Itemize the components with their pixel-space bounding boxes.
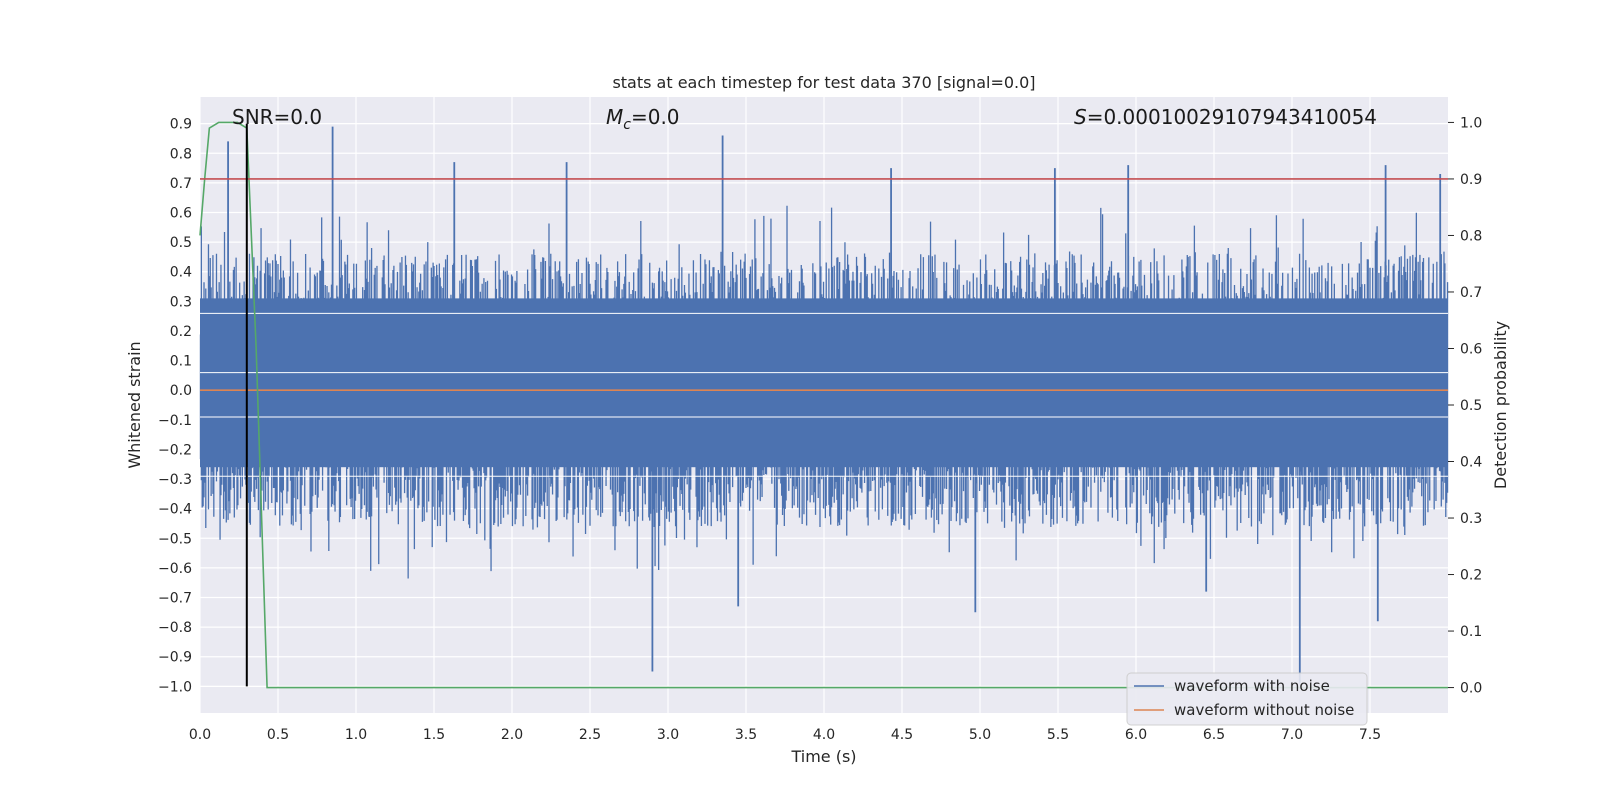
x-tick-label-7: 3.5 [735,727,757,743]
y2-tick-label-0: 1.0 [1460,115,1482,131]
y-tick-label-4: 0.5 [170,235,192,251]
series-lines [199,121,1448,689]
y-tick-label-0: 0.9 [170,117,192,133]
y-tick-label-7: 0.2 [170,324,192,340]
y-tick-label-14: −0.5 [158,531,192,547]
x-tick-label-2: 1.0 [345,727,367,743]
annotation-s-statistic: S=0.00010029107943410054 [1074,105,1377,129]
x-tick-label-1: 0.5 [267,727,289,743]
ticks: 0.0 0.5 1.0 1.5 2.0 2.5 3.0 3.5 4.0 4.5 5.0 5.5 6.0 6… [158,115,1482,743]
legend: waveform with noise waveform without noi… [1126,672,1368,726]
y2-tick-label-6: 0.4 [1460,455,1482,471]
x-tick-label-13: 6.5 [1203,727,1225,743]
x-tick-label-0: 0.0 [189,727,211,743]
y-tick-label-19: −1.0 [158,679,192,695]
x-tick-label-15: 7.5 [1359,727,1381,743]
legend-box [1126,672,1368,726]
x-tick-label-6: 3.0 [657,727,679,743]
y2-tick-label-8: 0.2 [1460,568,1482,584]
legend-label-waveform-without-noise: waveform without noise [1174,701,1354,719]
y2-tick-label-4: 0.6 [1460,341,1482,357]
y-tick-label-10: −0.1 [158,413,192,429]
series-line-detection-probability [199,121,1448,689]
x-tick-label-4: 2.0 [501,727,523,743]
s-symbol: S [1074,105,1087,129]
noise-core-band [200,298,1448,468]
y-tick-label-11: −0.2 [158,442,192,458]
y2-tick-label-5: 0.5 [1460,398,1482,414]
y2-tick-label-2: 0.8 [1460,228,1482,244]
y2-tick-label-1: 0.9 [1460,172,1482,188]
x-axis-label: Time (s) [790,747,856,766]
annotation-snr: SNR=0.0 [232,105,322,129]
y2-tick-label-9: 0.1 [1460,624,1482,640]
y-tick-label-9: 0.0 [170,383,192,399]
chart-title: stats at each timestep for test data 370… [612,73,1035,92]
y-tick-label-5: 0.4 [170,265,192,281]
x-tick-label-3: 1.5 [423,727,445,743]
s-value: =0.00010029107943410054 [1087,105,1377,129]
x-tick-label-5: 2.5 [579,727,601,743]
y-tick-label-6: 0.3 [170,294,192,310]
y-tick-label-12: −0.3 [158,472,192,488]
y-tick-label-8: 0.1 [170,354,192,370]
y-tick-label-16: −0.7 [158,591,192,607]
legend-label-waveform-with-noise: waveform with noise [1174,677,1330,695]
y2-axis-label: Detection probability [1491,321,1510,489]
y-tick-label-1: 0.8 [170,146,192,162]
y2-tick-label-10: 0.0 [1460,681,1482,697]
x-tick-label-9: 4.5 [891,727,913,743]
y-tick-label-3: 0.6 [170,206,192,222]
y2-tick-label-7: 0.3 [1460,511,1482,527]
x-tick-label-10: 5.0 [969,727,991,743]
y-tick-label-18: −0.9 [158,650,192,666]
y-tick-label-2: 0.7 [170,176,192,192]
y-tick-label-15: −0.6 [158,561,192,577]
mc-symbol: M [606,105,623,129]
y2-tick-label-3: 0.7 [1460,285,1482,301]
annotation-chirp-mass: Mc=0.0 [606,105,680,133]
x-tick-label-12: 6.0 [1125,727,1147,743]
mc-subscript: c [623,117,631,133]
x-tick-label-14: 7.0 [1281,727,1303,743]
series-waveform-with-noise [199,126,1449,684]
y-tick-label-17: −0.8 [158,620,192,636]
y-tick-label-13: −0.4 [158,502,192,518]
mc-value: =0.0 [631,105,680,129]
x-tick-label-11: 5.5 [1047,727,1069,743]
x-tick-label-8: 4.0 [813,727,835,743]
y-axis-label: Whitened strain [125,341,144,468]
